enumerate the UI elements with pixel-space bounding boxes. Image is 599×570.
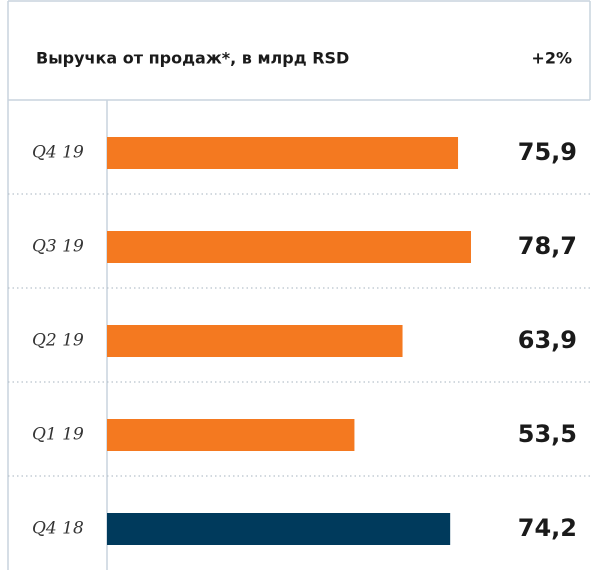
bar [107, 231, 471, 263]
category-label: Q1 19 [32, 425, 84, 445]
bar [107, 513, 451, 545]
category-label: Q4 19 [32, 143, 84, 163]
annotation: +2% [531, 49, 572, 68]
value-label: 63,9 [518, 326, 577, 354]
category-label: Q3 19 [32, 237, 84, 257]
bar [107, 137, 459, 169]
value-label: 74,2 [518, 514, 577, 542]
chart-title: Выручка от продаж*, в млрд RSD [36, 49, 349, 68]
value-label: 75,9 [518, 138, 577, 166]
value-label: 53,5 [518, 420, 577, 448]
bar [107, 325, 403, 357]
bar [107, 419, 355, 451]
value-label: 78,7 [518, 232, 577, 260]
category-label: Q4 18 [32, 519, 84, 539]
category-label: Q2 19 [32, 331, 84, 351]
